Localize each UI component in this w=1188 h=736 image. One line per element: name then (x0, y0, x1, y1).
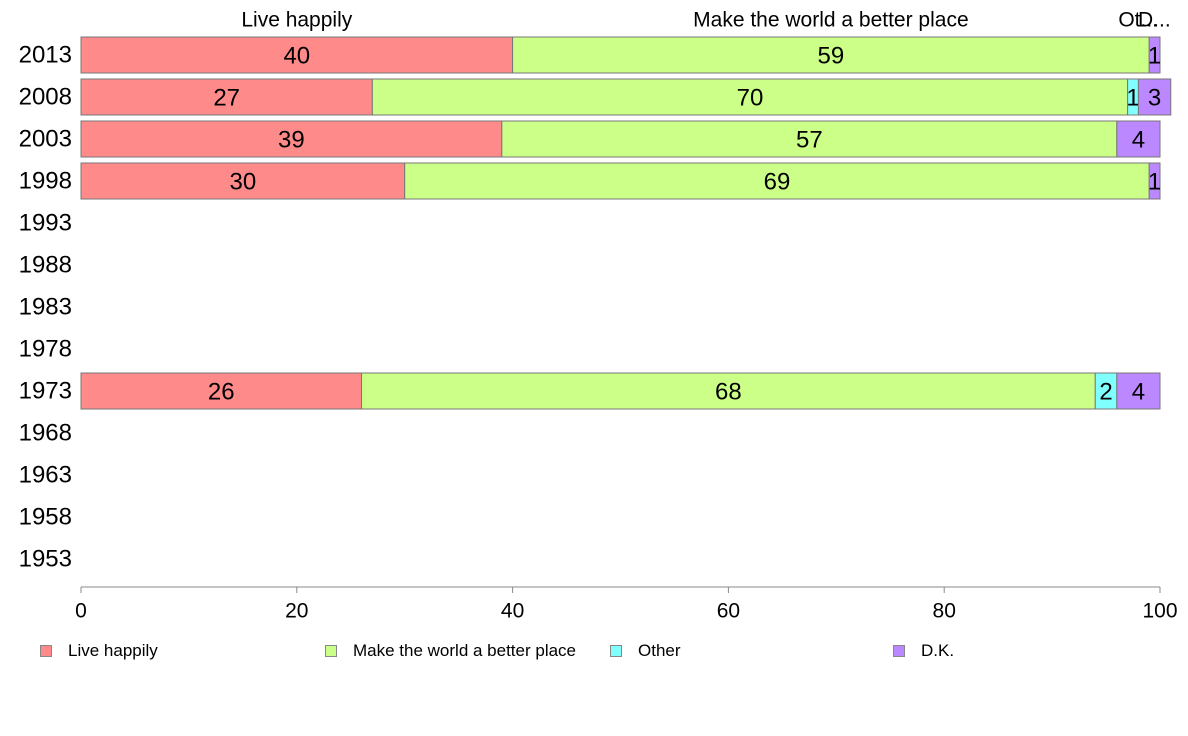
bar-segment (80, 162, 406, 200)
data-label: 70 (737, 85, 764, 112)
bar-segment (512, 36, 1150, 74)
x-tick-label: 80 (933, 600, 956, 623)
bar-segment (1148, 162, 1161, 200)
data-label: 4 (1132, 127, 1145, 154)
y-tick-label: 2008 (19, 84, 72, 111)
y-tick-label: 1968 (19, 420, 72, 447)
x-tick-label: 60 (717, 600, 740, 623)
data-label: 4 (1132, 379, 1145, 406)
data-label: 39 (278, 127, 305, 154)
bar-segment (80, 120, 503, 158)
y-axis-labels: 2013 2008 2003 1998 1993 1988 1983 1978 1973 1968… (19, 42, 72, 573)
data-label: 68 (715, 379, 742, 406)
top-series-label: Ot... (1118, 9, 1158, 32)
bar-segment (1116, 120, 1161, 158)
y-tick-label: 1998 (19, 168, 72, 195)
data-label: 40 (283, 43, 310, 70)
legend: Live happily Make the world a better plac… (0, 641, 1188, 661)
data-label: 1 (1148, 169, 1161, 196)
legend-item: D.K. (893, 641, 954, 661)
bar-segment (501, 120, 1118, 158)
legend-swatch (40, 645, 52, 657)
legend-swatch (325, 645, 337, 657)
y-tick-label: 1963 (19, 462, 72, 489)
top-category-labels: Live happily Make the world a better plac… (241, 9, 1170, 32)
y-tick-label: 1983 (19, 294, 72, 321)
data-label: 59 (818, 43, 845, 70)
y-tick-label: 1953 (19, 546, 72, 573)
bars: 40 59 127 70 1 339 57 430 69 126 68 2 4 (80, 36, 1172, 410)
top-series-label: D... (1138, 9, 1171, 32)
legend-label: Live happily (68, 641, 158, 660)
y-tick-label: 2013 (19, 42, 72, 69)
bar-segment (371, 78, 1129, 116)
y-tick-label: 1973 (19, 378, 72, 405)
data-label: 1 (1148, 43, 1161, 70)
legend-item: Other (610, 641, 681, 661)
y-tick-label: 2003 (19, 126, 72, 153)
y-tick-label: 1988 (19, 252, 72, 279)
bar-segment (1148, 36, 1161, 74)
y-tick-label: 1958 (19, 504, 72, 531)
x-tick-label: 20 (285, 600, 308, 623)
legend-label: Other (638, 641, 681, 660)
legend-swatch (610, 645, 622, 657)
x-tick-label: 40 (501, 600, 524, 623)
legend-swatch (893, 645, 905, 657)
data-label: 3 (1148, 85, 1161, 112)
bar-segment (80, 78, 373, 116)
top-series-label: Live happily (241, 9, 352, 32)
x-axis: 0 20 40 60 80 100 (75, 586, 1178, 623)
data-label: 27 (213, 85, 240, 112)
data-label: 30 (229, 169, 256, 196)
data-label: 26 (208, 379, 235, 406)
bar-segment (1116, 372, 1161, 410)
data-label: 2 (1099, 379, 1112, 406)
bar-segment (361, 372, 1096, 410)
legend-item: Live happily (40, 641, 158, 661)
legend-label: Make the world a better place (353, 641, 577, 660)
legend-label: D.K. (921, 641, 955, 660)
y-tick-label: 1993 (19, 210, 72, 237)
legend-item: Make the world a better place (325, 641, 576, 661)
data-label: 1 (1126, 85, 1139, 112)
data-label: 57 (796, 127, 823, 154)
bar-segment (1137, 78, 1172, 116)
x-tick-label: 100 (1142, 600, 1177, 623)
x-tick-label: 0 (75, 600, 87, 623)
y-tick-label: 1978 (19, 336, 72, 363)
bar-segment (80, 372, 363, 410)
data-label: 69 (764, 169, 791, 196)
top-series-label: Make the world a better place (693, 9, 968, 32)
